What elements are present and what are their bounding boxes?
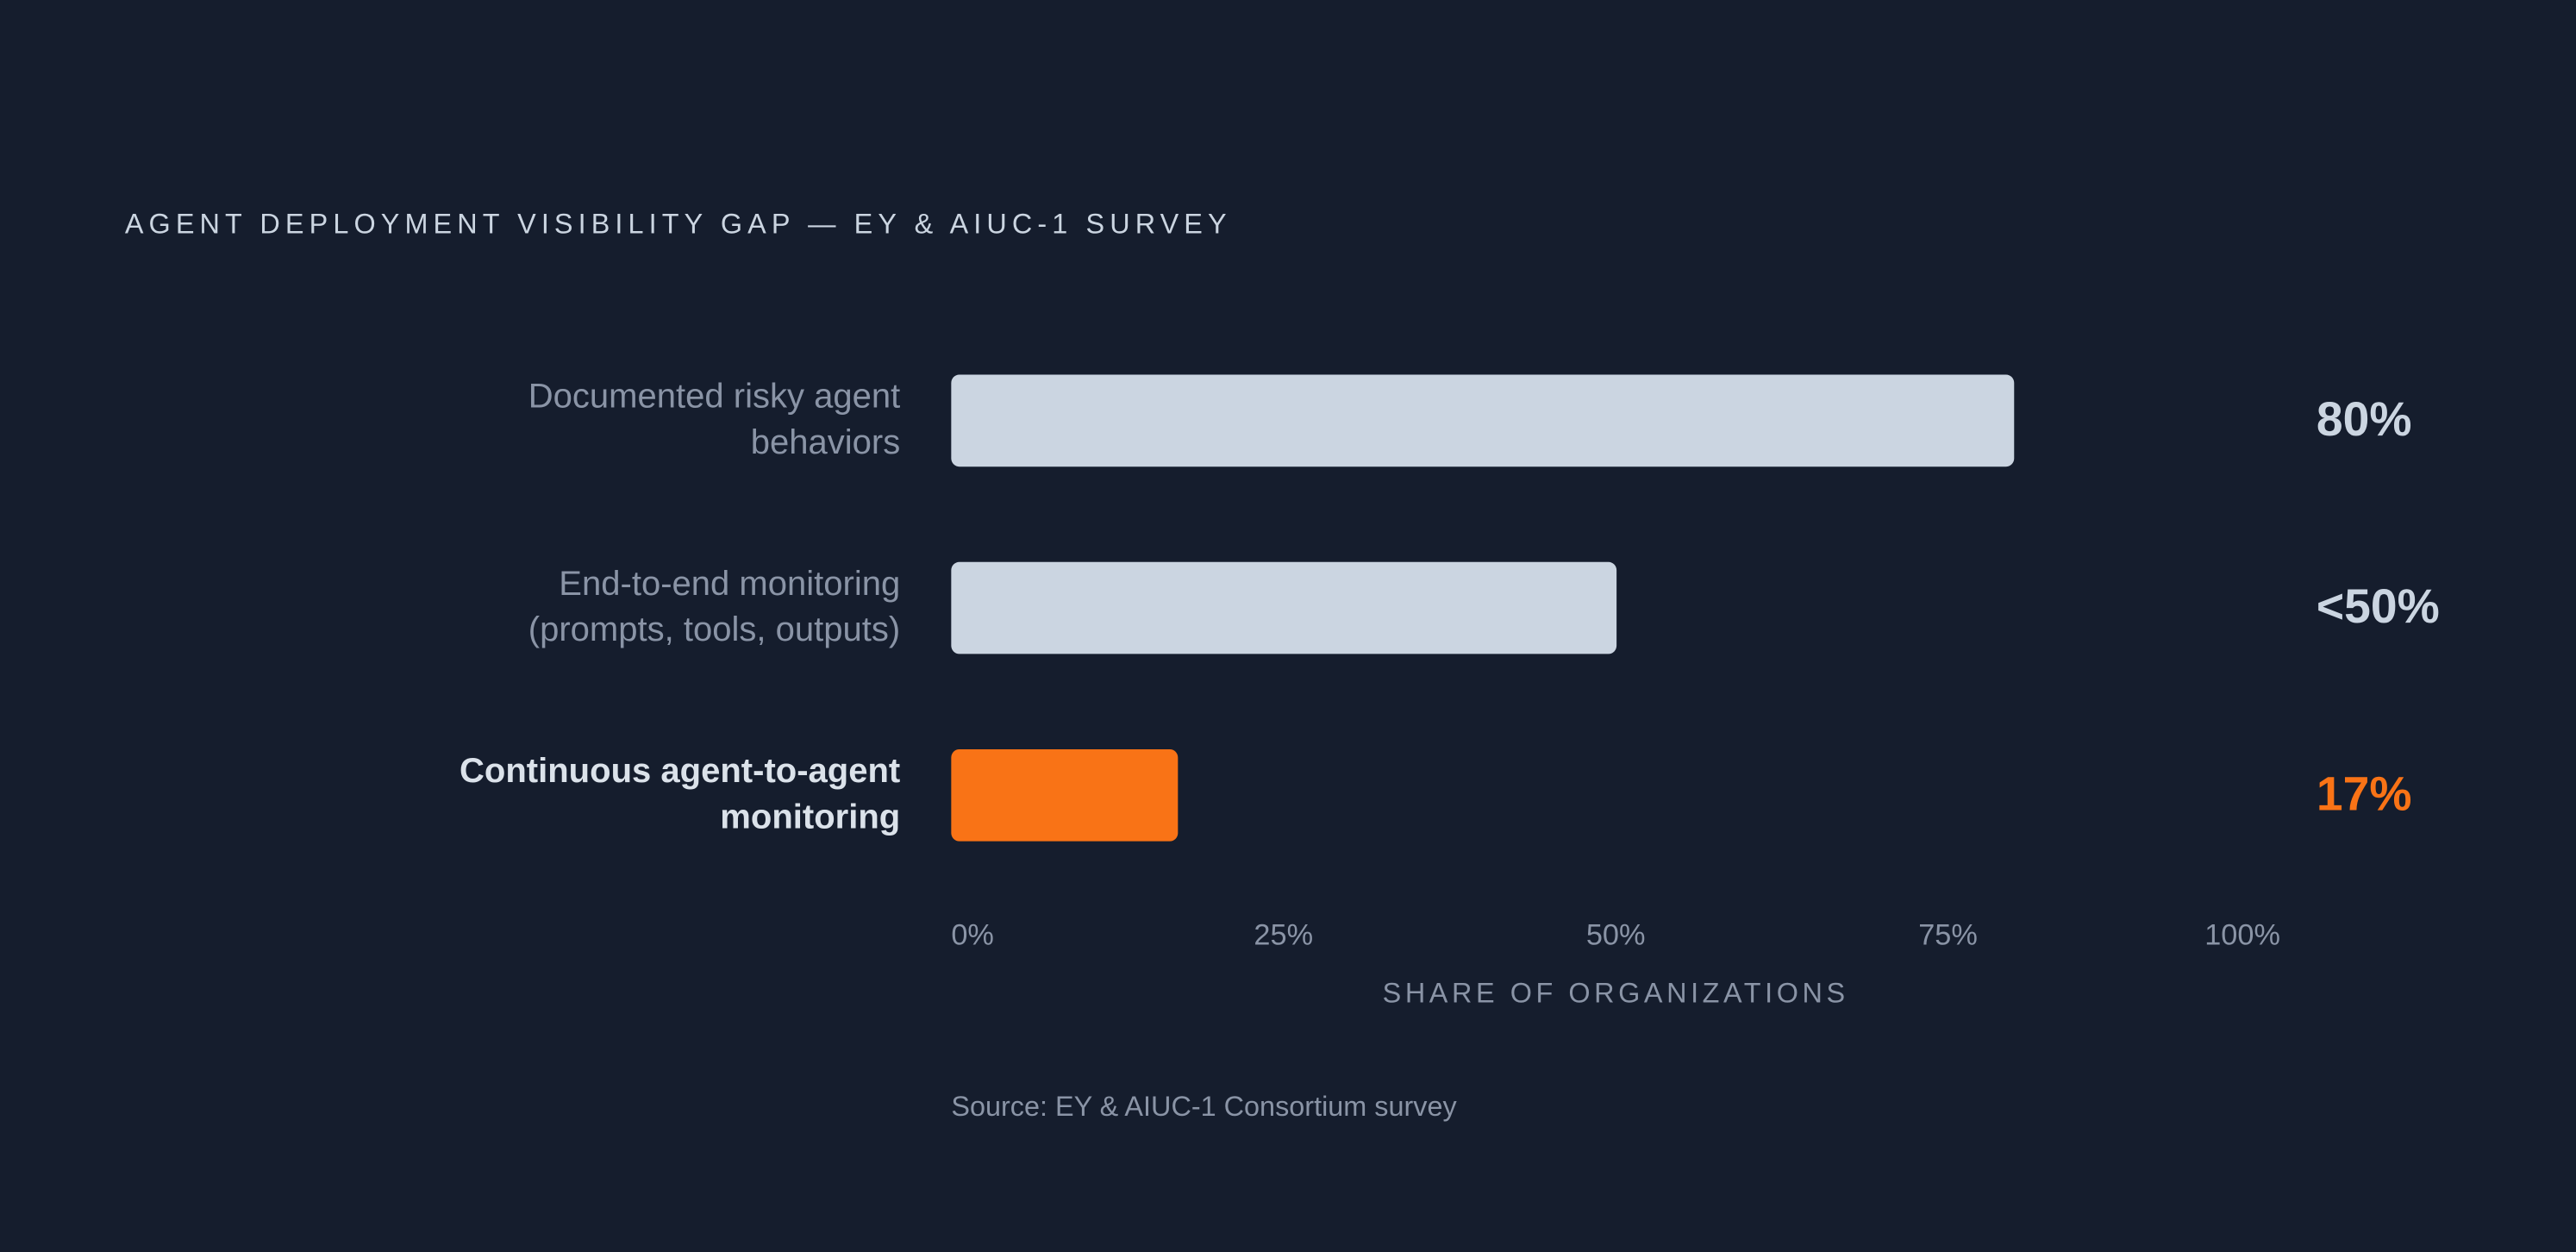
x-tick-label: 100% [2204, 918, 2280, 952]
category-label: Documented risky agent behaviors [528, 378, 901, 462]
bar [951, 561, 1616, 654]
x-tick-label: 0% [951, 918, 994, 952]
chart-title: AGENT DEPLOYMENT VISIBILITY GAP — EY & A… [124, 209, 1232, 241]
x-tick-label: 50% [1585, 918, 1646, 952]
category-label: Continuous agent-to-agent monitoring [460, 752, 901, 836]
value-label: 17% [2316, 767, 2412, 821]
bar [951, 748, 1178, 842]
source-note: Source: EY & AIUC-1 Consortium survey [951, 1091, 1457, 1123]
x-tick-label: 75% [1918, 918, 1978, 952]
x-axis-label: SHARE OF ORGANIZATIONS [1382, 977, 1849, 1010]
value-label: 80% [2316, 393, 2412, 447]
bar [951, 374, 2015, 467]
x-tick-label: 25% [1254, 918, 1314, 952]
value-label: <50% [2316, 580, 2440, 634]
category-label: End-to-end monitoring (prompts, tools, o… [528, 565, 901, 649]
